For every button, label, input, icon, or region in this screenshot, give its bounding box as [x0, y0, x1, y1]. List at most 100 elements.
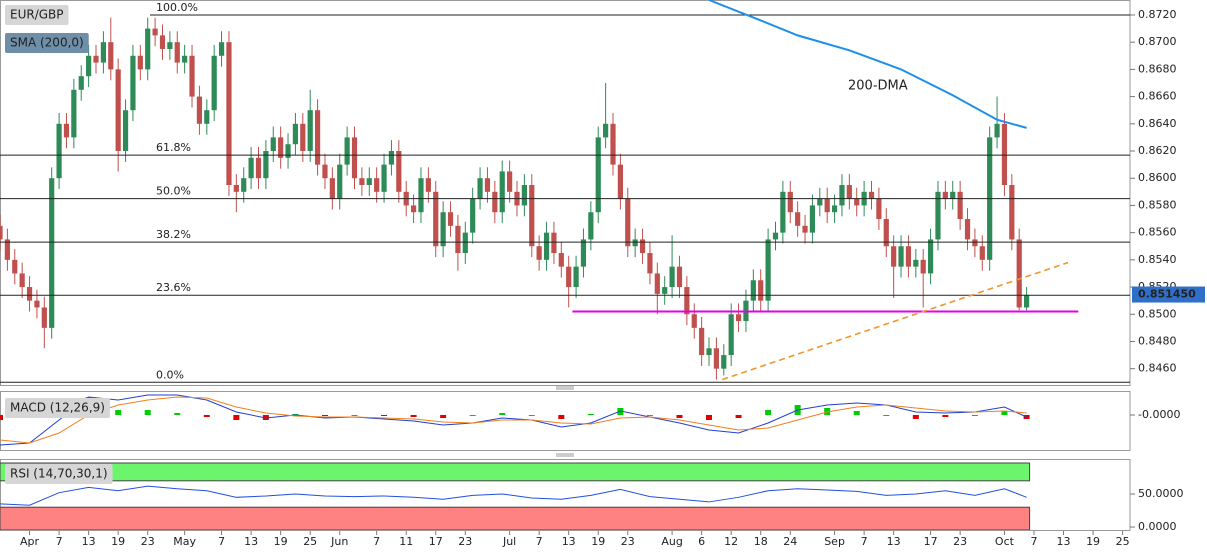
candle-body — [241, 178, 247, 192]
candle-body — [248, 157, 254, 179]
candle-body — [71, 89, 77, 138]
sma-annotation: 200-DMA — [848, 79, 908, 94]
main-panel — [0, 0, 1131, 386]
main-plot: 100.0% 61.8% 50.0% 38.2% 23.6% 0.0% 200-DMA — [0, 0, 1130, 383]
candle-body — [927, 239, 934, 274]
candle-body — [440, 212, 446, 247]
macd-histogram-bar — [942, 415, 949, 417]
y-tick-label: 0.0000 — [1138, 520, 1177, 533]
y-tick-label: 0.8460 — [1138, 362, 1177, 375]
macd-histogram-bar — [174, 413, 181, 415]
candle-body — [307, 110, 313, 152]
candle-body — [49, 178, 55, 328]
candle-body — [34, 300, 40, 308]
candle-body — [795, 212, 801, 226]
candle-body — [625, 198, 631, 247]
candle-body — [167, 42, 173, 49]
candle-body — [964, 219, 971, 240]
y-tick-label: 0.8560 — [1138, 226, 1177, 239]
candle-body — [780, 191, 786, 233]
candle-body — [979, 246, 985, 260]
x-tick-label: 23 — [458, 535, 472, 548]
macd-histogram-bar — [233, 415, 240, 420]
candle-body — [19, 273, 25, 288]
candle-body — [270, 137, 276, 152]
fib-label: 23.6% — [156, 281, 191, 294]
macd-histogram-bar — [853, 411, 860, 415]
axes: 0.84600.84800.85000.85200.85400.85600.85… — [20, 8, 1205, 548]
macd-histogram-bar — [646, 415, 653, 416]
candle-body — [551, 232, 557, 254]
x-tick-label: 13 — [887, 535, 901, 548]
candle-body — [462, 232, 468, 254]
y-tick-label: 0.8580 — [1138, 198, 1177, 211]
candle-body — [108, 42, 114, 70]
x-tick-label: 13 — [244, 535, 258, 548]
candle-body — [950, 191, 956, 199]
candle-body — [898, 246, 904, 267]
y-tick-label: 0.8540 — [1138, 253, 1177, 266]
macd-histogram-bar — [676, 415, 683, 418]
y-tick-label: 0.8660 — [1138, 90, 1177, 103]
candle-body — [543, 232, 550, 260]
candle-body — [617, 164, 623, 199]
candle-body — [218, 42, 225, 56]
candle-body — [588, 212, 594, 240]
macd-histogram-bar — [440, 415, 447, 418]
candle-body — [388, 151, 395, 165]
candle-body — [455, 225, 461, 254]
candle-body — [935, 191, 941, 240]
candle-body — [1001, 123, 1008, 186]
candle-body — [189, 55, 195, 97]
candle-body — [263, 151, 269, 179]
candle-body — [639, 239, 646, 254]
candle-body — [292, 123, 299, 145]
macd-histogram-bar — [706, 415, 713, 420]
candle-body — [876, 198, 882, 220]
y-tick-label: 50.0000 — [1138, 487, 1184, 500]
candle-body — [322, 164, 328, 179]
x-tick-label: 23 — [141, 535, 155, 548]
y-tick-label: 0.8640 — [1138, 117, 1177, 130]
candle-body — [137, 55, 143, 70]
candle-body — [765, 239, 771, 301]
y-tick-label: 0.8620 — [1138, 144, 1177, 157]
candle-body — [300, 123, 306, 152]
candle-body — [1009, 185, 1015, 240]
candle-body — [152, 28, 158, 36]
candle-body — [610, 123, 616, 165]
candle-body — [536, 246, 542, 260]
candle-body — [942, 191, 948, 199]
chart-title: RSI (14,70,30,1) — [10, 467, 108, 481]
candle-body — [329, 178, 335, 199]
candle-body — [278, 137, 284, 158]
candle-body — [410, 205, 417, 213]
candle-body — [0, 225, 3, 240]
candle-body — [891, 246, 897, 267]
candle-body — [632, 239, 638, 247]
candle-body — [699, 327, 705, 356]
x-tick-label: 7 — [861, 535, 868, 548]
macd-histogram-bar — [499, 413, 506, 415]
rsi-panel — [0, 459, 1131, 531]
candle-body — [233, 185, 239, 192]
x-tick-label: Apr — [20, 535, 40, 548]
candle-body — [93, 55, 99, 63]
rsi-line — [0, 485, 1027, 506]
macd-histogram-bar — [735, 415, 742, 418]
macd-histogram-bar — [351, 415, 358, 416]
labels: SMA (200,0) EUR/GBP MACD (12,26,9) RSI (14,… — [5, 5, 113, 484]
macd-histogram-bar — [587, 414, 594, 415]
candle-body — [145, 28, 151, 70]
x-tick-label: 17 — [924, 535, 938, 548]
x-tick-label: 18 — [754, 535, 768, 548]
candle-body — [846, 185, 852, 199]
fib-label: 0.0% — [156, 368, 184, 381]
candle-body — [337, 164, 343, 199]
x-tick-label: 7 — [218, 535, 225, 548]
x-tick-label: Oct — [995, 535, 1015, 548]
candle-body — [831, 205, 838, 213]
macd-histogram-bar — [0, 415, 3, 420]
candle-body — [529, 185, 535, 247]
